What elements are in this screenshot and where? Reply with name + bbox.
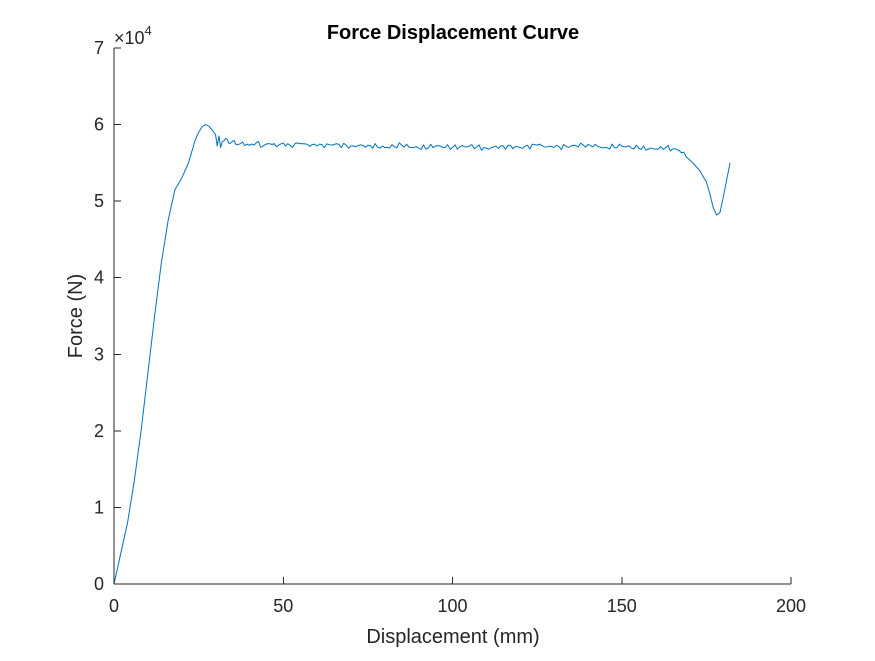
x-tick-label: 200 <box>776 596 806 616</box>
y-axis-exponent: ×104 <box>114 23 152 48</box>
x-tick-label: 0 <box>109 596 119 616</box>
y-tick-label: 5 <box>94 191 104 211</box>
y-tick-label: 3 <box>94 344 104 364</box>
x-tick-label: 50 <box>273 596 293 616</box>
y-axis-ticks: 0 1 2 3 4 5 6 7 <box>94 38 121 594</box>
axes <box>113 48 791 585</box>
y-tick-label: 2 <box>94 421 104 441</box>
y-tick-label: 6 <box>94 115 104 135</box>
plot-area <box>113 124 731 585</box>
x-tick-label: 150 <box>607 596 637 616</box>
x-axis-ticks: 0 50 100 150 200 <box>109 577 806 616</box>
y-axis-label: Force (N) <box>65 274 87 358</box>
y-tick-label: 0 <box>94 574 104 594</box>
x-tick-label: 100 <box>437 596 467 616</box>
x-axis-label: Displacement (mm) <box>366 626 539 648</box>
chart-title: Force Displacement Curve <box>327 22 579 44</box>
y-tick-label: 4 <box>94 268 104 288</box>
y-exponent-power: 4 <box>145 23 152 38</box>
y-tick-label: 1 <box>94 497 104 517</box>
svg-text:×104: ×104 <box>114 23 152 48</box>
y-exponent-base: ×10 <box>114 28 145 48</box>
y-tick-label: 7 <box>94 38 104 58</box>
series-line-0 <box>113 124 731 585</box>
